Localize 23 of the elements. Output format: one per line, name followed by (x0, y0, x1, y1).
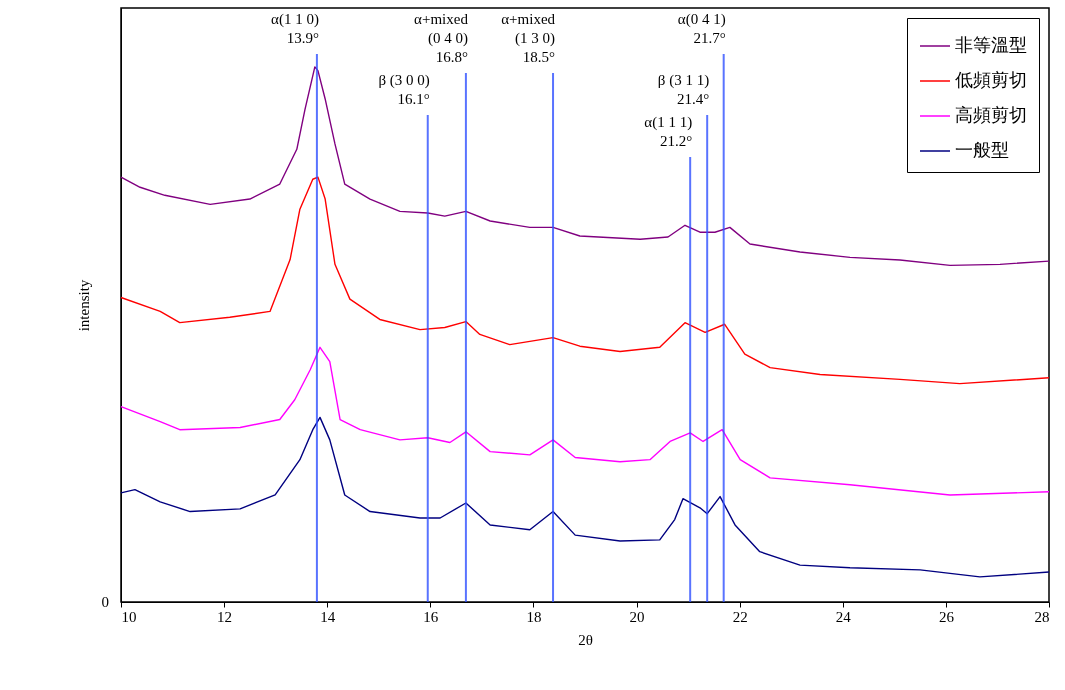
text: 0 (101, 594, 109, 610)
x-tick-label: 28 (1034, 608, 1050, 625)
x-tick-label: 24 (835, 608, 852, 625)
ref-line-label: α(1 1 1) 21.2° (644, 114, 693, 149)
legend-label: 低頻剪切 (955, 69, 1027, 90)
legend-label: 非等溫型 (955, 34, 1027, 55)
x-tick-label: 10 (121, 608, 137, 625)
x-tick-label: 12 (217, 608, 233, 625)
legend-label: 一般型 (955, 139, 1009, 160)
ref-line-label: α+mixed (1 3 0) 18.5° (501, 11, 556, 65)
x-axis-title: 2θ (578, 631, 593, 648)
legend-label: 高頻剪切 (955, 104, 1027, 125)
x-tick-label: 26 (938, 608, 955, 625)
x-tick-label: 18 (526, 608, 542, 625)
ref-line-label: α+mixed (0 4 0) 16.8° (414, 11, 469, 65)
ref-line-label: β (3 0 0) 16.1° (378, 72, 430, 107)
x-tick-label: 14 (320, 608, 336, 625)
x-tick-label: 16 (423, 608, 439, 625)
ref-line-label: α(0 4 1) 21.7° (677, 11, 726, 46)
ref-line-label: α(1 1 0) 13.9° (271, 11, 319, 46)
x-tick-label: 20 (629, 608, 645, 625)
y-axis-title: intensity (75, 279, 92, 332)
x-tick-label: 22 (732, 608, 748, 625)
